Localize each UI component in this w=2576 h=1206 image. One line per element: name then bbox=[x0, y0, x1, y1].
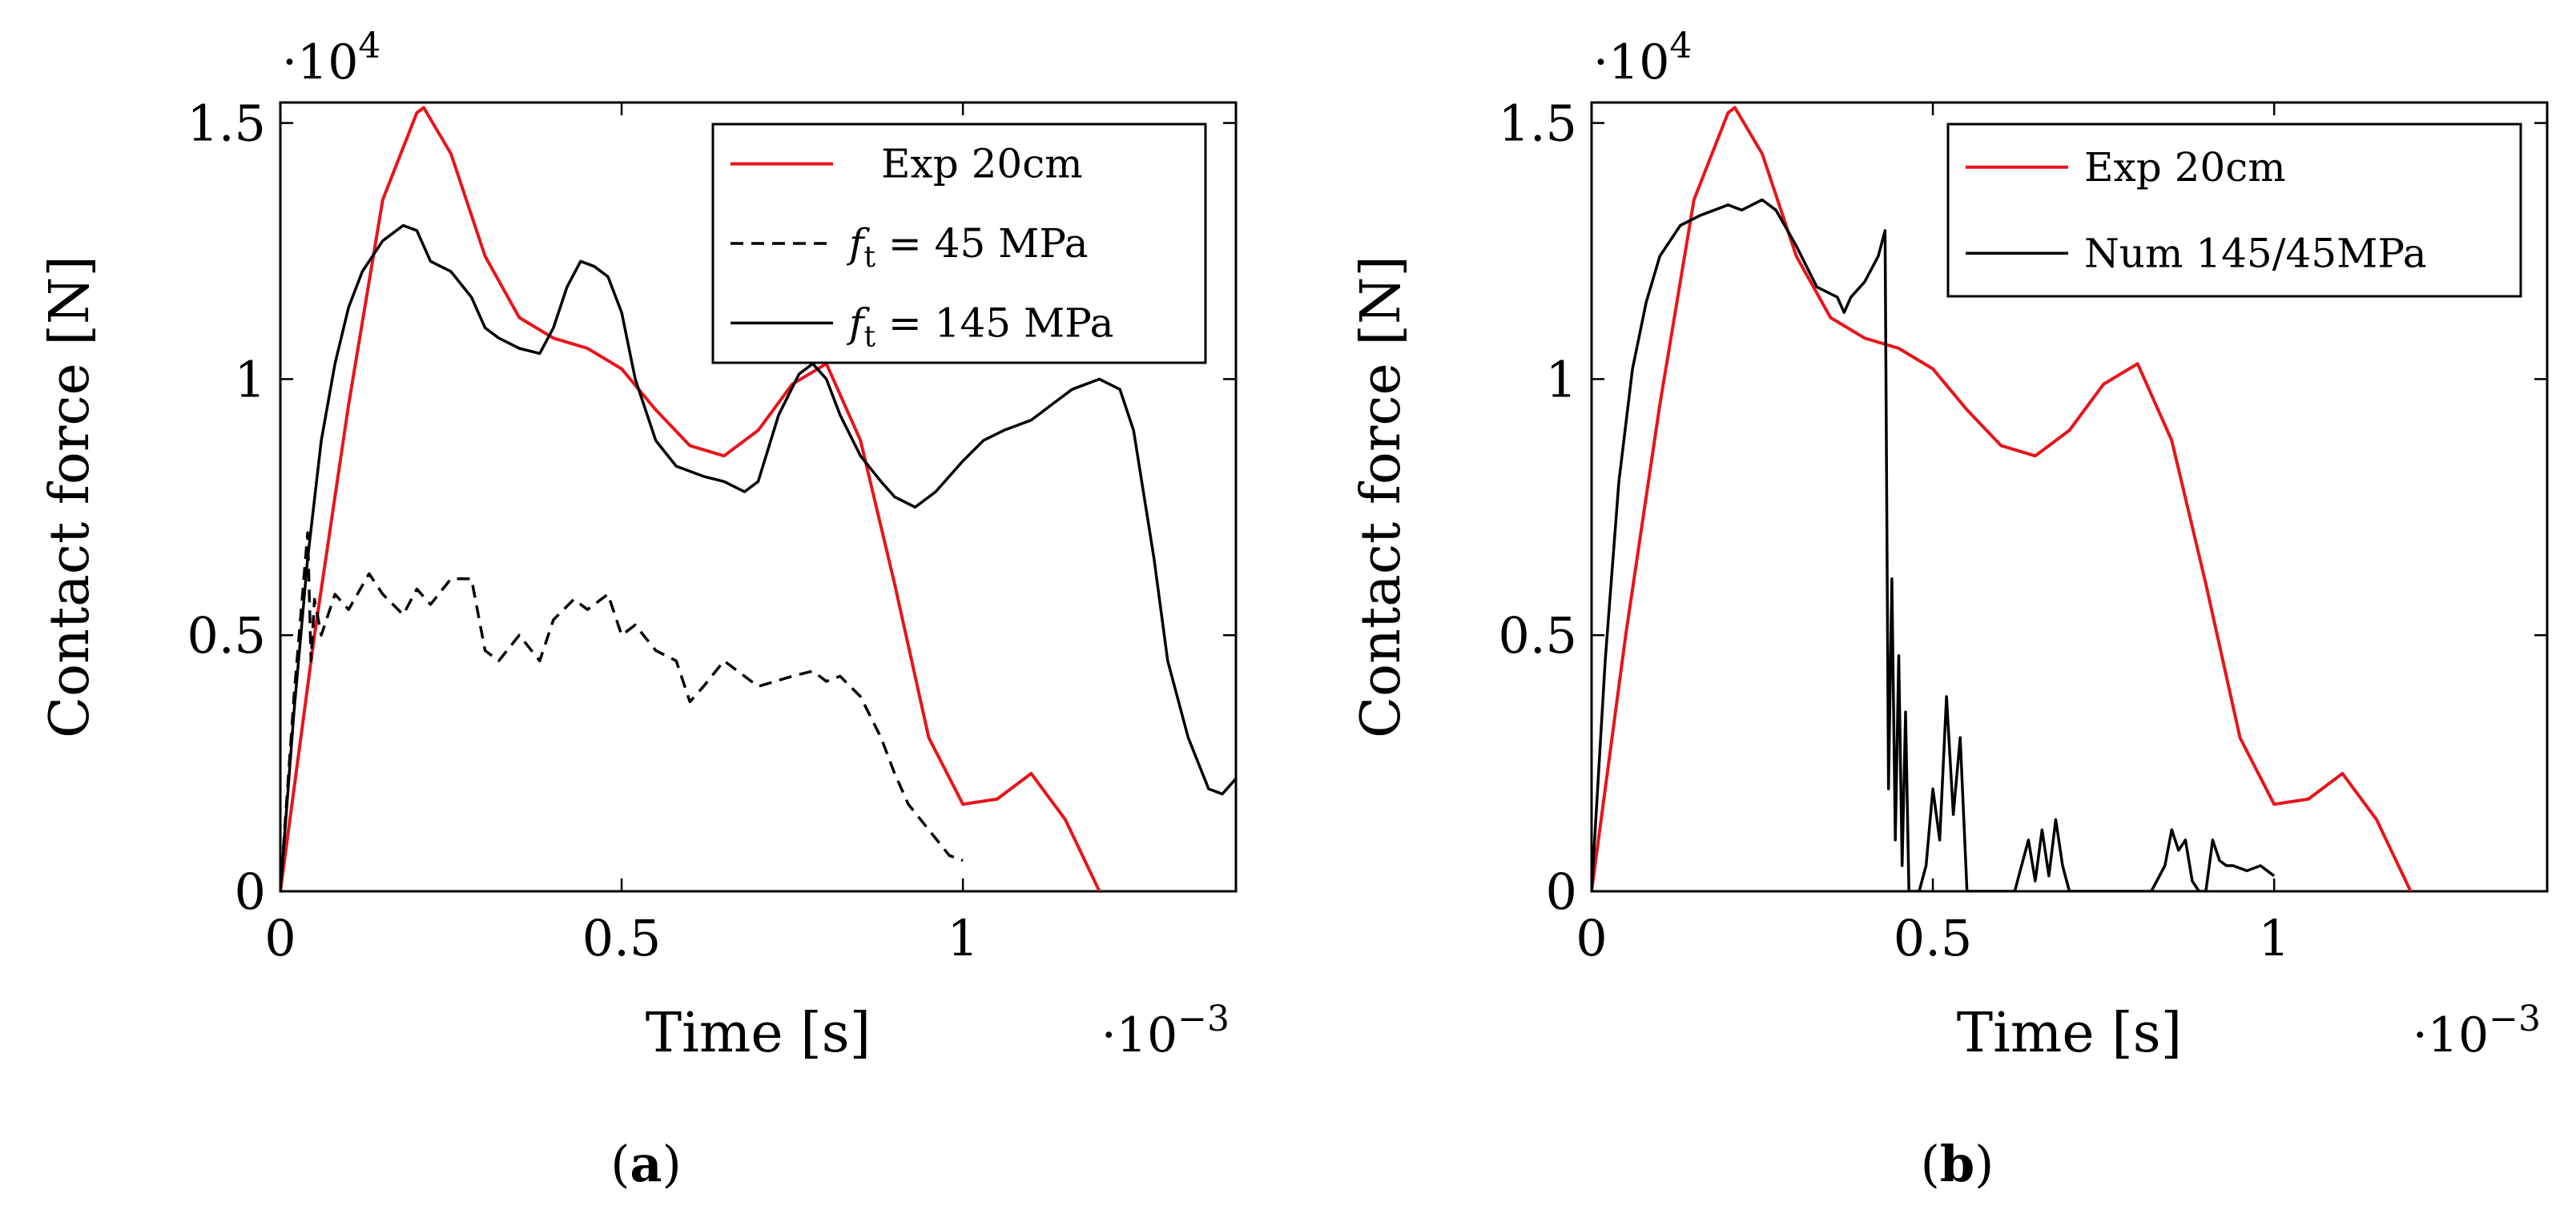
series-line-exp-20cm bbox=[280, 106, 1101, 891]
legend-entry-f-t-45-mpa: ft = 45 MPa bbox=[846, 220, 1089, 274]
x-tick-label: 1 bbox=[2258, 909, 2289, 967]
y-tick-label: 1 bbox=[235, 350, 266, 408]
y-tick-label: 1.5 bbox=[1498, 94, 1577, 153]
legend-entry-num-145-45mpa: Num 145/45MPa bbox=[2084, 230, 2427, 276]
series-line-f-t-145-mpa bbox=[280, 223, 1236, 891]
y-tick-label: 0.5 bbox=[1498, 606, 1577, 665]
y-tick-label: 0 bbox=[235, 862, 266, 921]
y-multiplier: ·104 bbox=[1593, 26, 1692, 90]
x-multiplier: ·10−3 bbox=[2413, 999, 2541, 1063]
plot-area bbox=[280, 106, 1236, 891]
y-multiplier-base: ·10 bbox=[1593, 34, 1669, 90]
y-tick-label: 0.5 bbox=[187, 606, 266, 665]
x-axis-label: Time [s] bbox=[1957, 1002, 2182, 1065]
y-tick-label: 1 bbox=[1546, 350, 1577, 408]
y-multiplier-exp: 4 bbox=[358, 26, 380, 66]
x-tick-label: 0 bbox=[264, 909, 296, 967]
legend: Exp 20cm ft = 45 MPa ft = 145 MPa bbox=[711, 123, 1207, 364]
y-axis-label: Contact force [N] bbox=[1350, 255, 1413, 738]
legend-entry-exp-20cm: Exp 20cm bbox=[2084, 144, 2286, 191]
y-tick-label: 0 bbox=[1546, 862, 1577, 921]
x-axis-label: Time [s] bbox=[646, 1002, 871, 1065]
x-multiplier-base: ·10 bbox=[2413, 1007, 2489, 1063]
x-multiplier-exp: −3 bbox=[1177, 999, 1230, 1039]
legend-entry-f-t-145-mpa: ft = 145 MPa bbox=[846, 299, 1113, 353]
plot-area bbox=[1592, 106, 2413, 891]
y-tick-label: 1.5 bbox=[187, 94, 266, 153]
legend: Exp 20cm Num 145/45MPa bbox=[1946, 123, 2522, 298]
x-tick-label: 1 bbox=[947, 909, 978, 967]
x-tick-label: 0.5 bbox=[582, 909, 662, 967]
legend-box bbox=[1946, 123, 2522, 298]
y-axis-label: Contact force [N] bbox=[38, 255, 102, 738]
chart-panel-a: 0 0.5 1 0 0.5 1 1.5 Time [s] Contact force [N] ·1… bbox=[38, 26, 1238, 1193]
series-line-f-t-45-mpa bbox=[280, 531, 964, 891]
y-multiplier-base: ·10 bbox=[282, 34, 358, 90]
x-multiplier-base: ·10 bbox=[1101, 1007, 1177, 1063]
panel-caption: (a) bbox=[610, 1135, 682, 1193]
x-multiplier-exp: −3 bbox=[2489, 999, 2541, 1039]
series-line-exp-20cm bbox=[1592, 106, 2413, 891]
series-line-num-145-45mpa bbox=[1592, 198, 2276, 891]
chart-panel-b: 0 0.5 1 0 0.5 1 1.5 Time [s] Contact force [N] ·1… bbox=[1350, 26, 2549, 1193]
y-multiplier-exp: 4 bbox=[1669, 26, 1692, 66]
axes-frame bbox=[279, 101, 1238, 893]
x-tick-label: 0 bbox=[1576, 909, 1607, 967]
legend-entry-exp-20cm: Exp 20cm bbox=[881, 141, 1083, 187]
y-multiplier: ·104 bbox=[282, 26, 380, 90]
panel-caption: (b) bbox=[1921, 1135, 1994, 1193]
x-tick-label: 0.5 bbox=[1894, 909, 1973, 967]
x-multiplier: ·10−3 bbox=[1101, 999, 1230, 1063]
